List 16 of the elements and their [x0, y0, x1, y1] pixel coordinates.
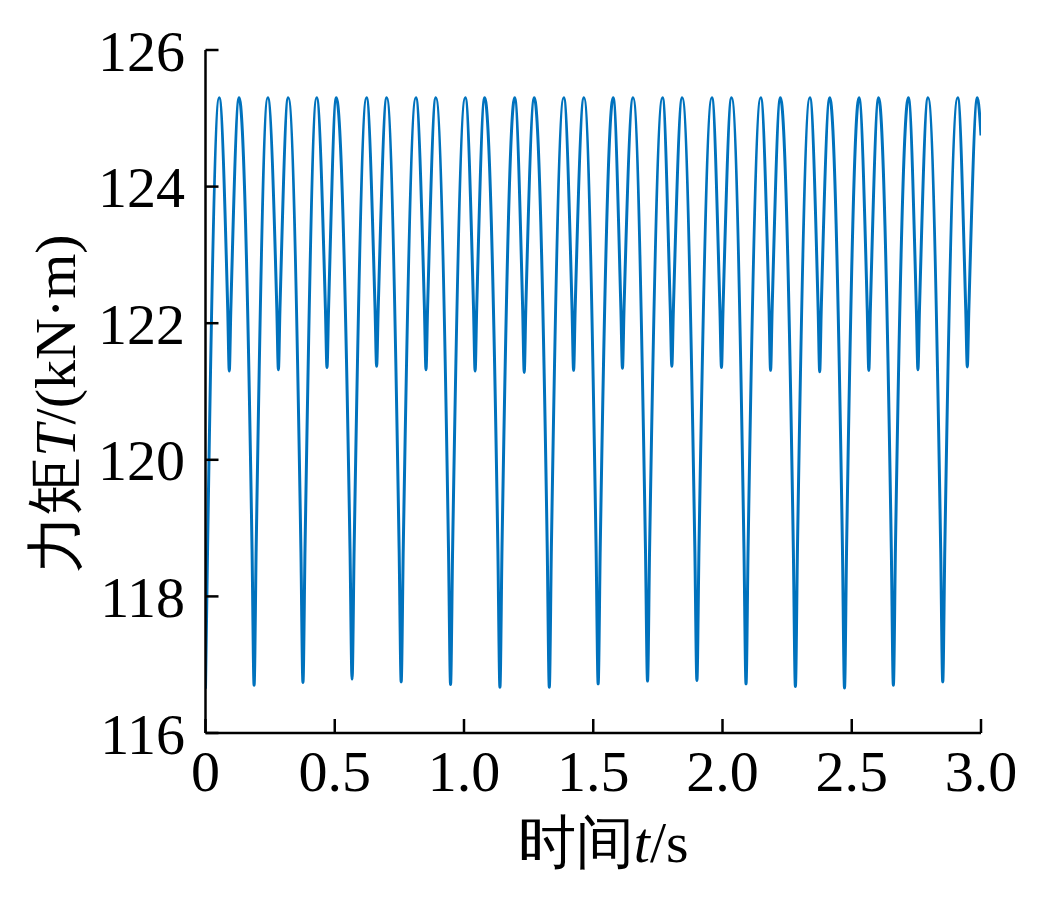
y-axis-title: 力矩T/(kN·m) [22, 234, 88, 573]
x-tick-label: 0 [191, 739, 220, 805]
y-tick-label: 116 [100, 701, 185, 767]
x-tick-label: 3.0 [944, 739, 1018, 805]
x-tick-label: 2.0 [686, 739, 759, 805]
y-tick-label: 124 [98, 155, 185, 221]
x-tick-label: 2.5 [815, 739, 888, 805]
y-tick-label: 118 [100, 564, 185, 630]
y-tick-label: 120 [98, 428, 185, 494]
line-series [205, 96, 981, 691]
y-tick-label: 122 [98, 291, 185, 357]
x-tick-label: 0.5 [298, 739, 371, 805]
x-tick-label: 1.0 [427, 739, 501, 805]
y-tick-label: 126 [98, 18, 185, 84]
x-axis-title: 时间t/s [517, 810, 689, 875]
x-tick-label: 1.5 [557, 739, 630, 805]
